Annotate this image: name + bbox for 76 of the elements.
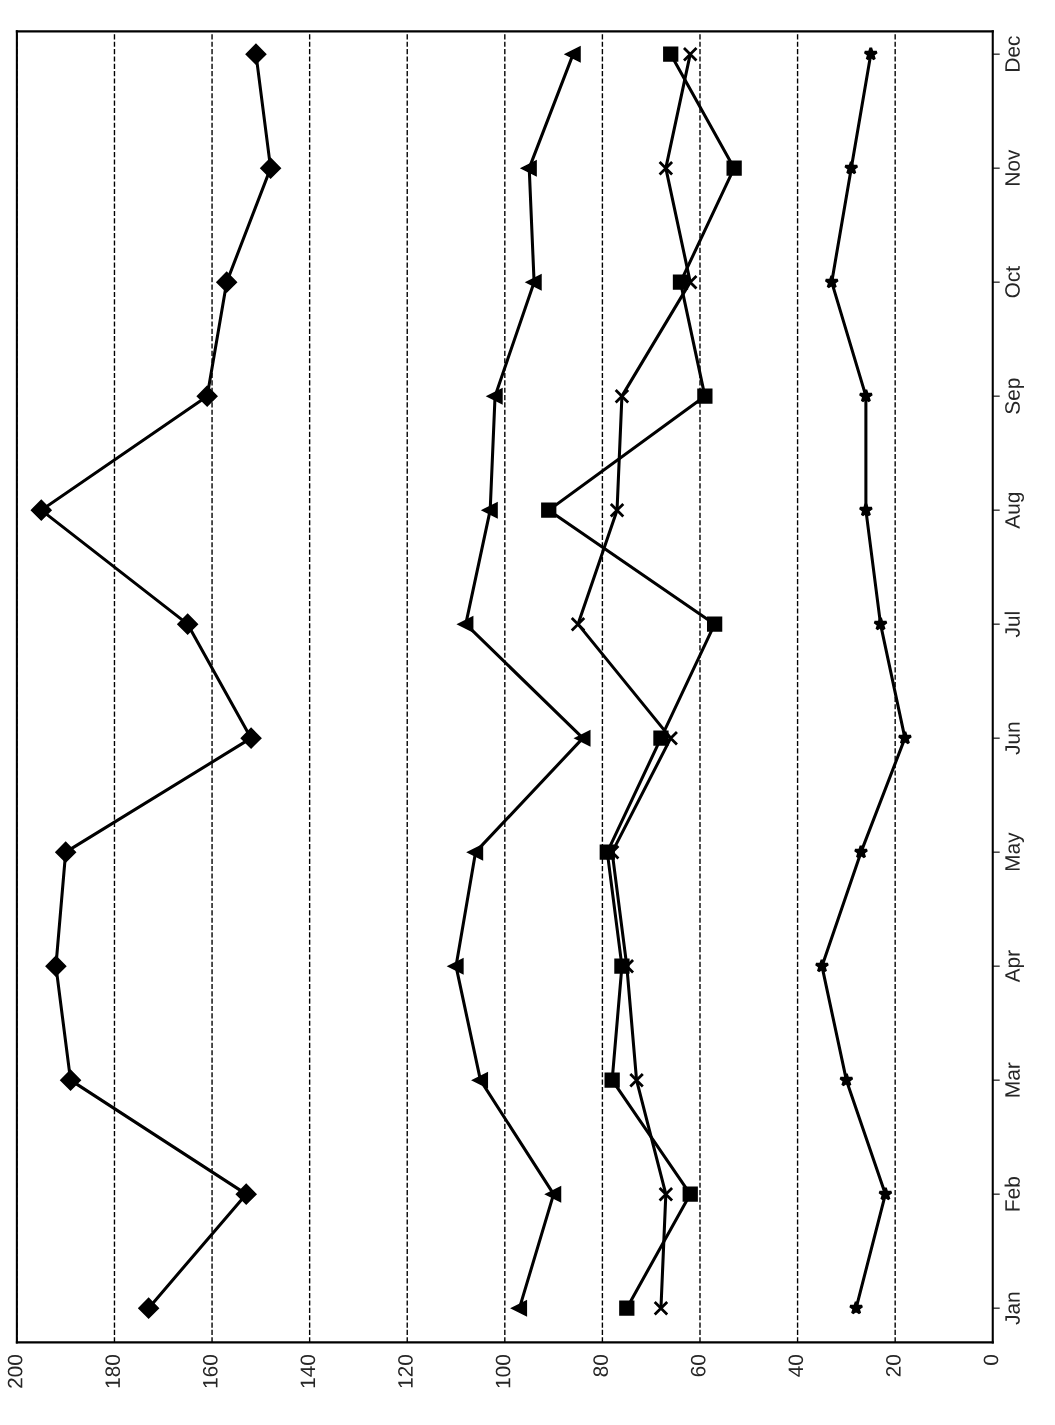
point (726, 160, 742, 176)
x-tick-label: 0 (983, 1354, 999, 1365)
point (609, 502, 625, 518)
point (873, 616, 888, 631)
point (541, 502, 557, 518)
point (235, 1183, 257, 1205)
point (604, 1072, 620, 1088)
y-tick-label: Oct (1005, 266, 1020, 298)
point (521, 160, 537, 176)
point (482, 502, 498, 518)
point (697, 388, 713, 404)
point (245, 43, 267, 65)
x-tick-label: 40 (788, 1354, 804, 1377)
point (604, 844, 620, 860)
y-tick-label: Apr (1005, 950, 1024, 983)
x-tick-label: 80 (593, 1354, 608, 1377)
point (858, 502, 874, 517)
y-tick-label: Jan (1005, 1292, 1020, 1325)
point (55, 841, 76, 863)
point (878, 1186, 893, 1201)
point (814, 958, 830, 973)
y-tick-label: May (1005, 832, 1024, 871)
y-tick-label: Feb (1004, 1177, 1020, 1211)
point (260, 157, 281, 179)
point (458, 616, 474, 632)
point (575, 730, 591, 746)
point (196, 385, 218, 407)
point (653, 1300, 669, 1316)
point (511, 1300, 528, 1316)
y-tick-label: Sep (1005, 378, 1024, 414)
x-tick-label: 100 (495, 1354, 511, 1388)
point (658, 160, 674, 176)
point (824, 274, 840, 289)
point (843, 160, 859, 175)
point (545, 1186, 562, 1202)
point (628, 1072, 645, 1088)
point (658, 1186, 674, 1202)
point (216, 271, 237, 293)
x-tick-label: 60 (690, 1354, 706, 1377)
point (487, 388, 503, 404)
y-tick-label: Jul (1004, 612, 1020, 638)
y-tick-label: Nov (1005, 149, 1020, 185)
point (897, 730, 913, 745)
point (467, 844, 484, 860)
point (138, 1297, 159, 1319)
point (45, 955, 67, 977)
point (60, 1069, 81, 1091)
point (663, 46, 679, 62)
point (526, 274, 542, 290)
point (848, 1300, 864, 1315)
y-tick-label: Dec (1005, 36, 1020, 71)
x-tick-label: 200 (7, 1354, 23, 1388)
point (570, 616, 586, 632)
point (565, 46, 581, 62)
point (177, 613, 198, 635)
point (858, 388, 874, 403)
point (853, 844, 869, 859)
point (31, 499, 52, 521)
point (682, 46, 698, 62)
point (472, 1072, 489, 1088)
point (448, 958, 464, 974)
y-tick-label: Mar (1005, 1062, 1020, 1097)
x-tick-label: 20 (886, 1354, 901, 1377)
point (240, 727, 262, 749)
point (682, 1186, 698, 1202)
x-tick-label: 120 (398, 1354, 413, 1388)
point (839, 1072, 854, 1087)
x-tick-label: 180 (105, 1354, 121, 1388)
point (614, 388, 630, 404)
point (706, 616, 723, 632)
y-tick-label: Jun (1005, 722, 1020, 755)
y-tick-label: Aug (1005, 492, 1024, 529)
point (863, 46, 879, 61)
x-tick-label: 140 (300, 1354, 316, 1388)
point (619, 1300, 635, 1316)
x-tick-label: 160 (202, 1354, 218, 1388)
